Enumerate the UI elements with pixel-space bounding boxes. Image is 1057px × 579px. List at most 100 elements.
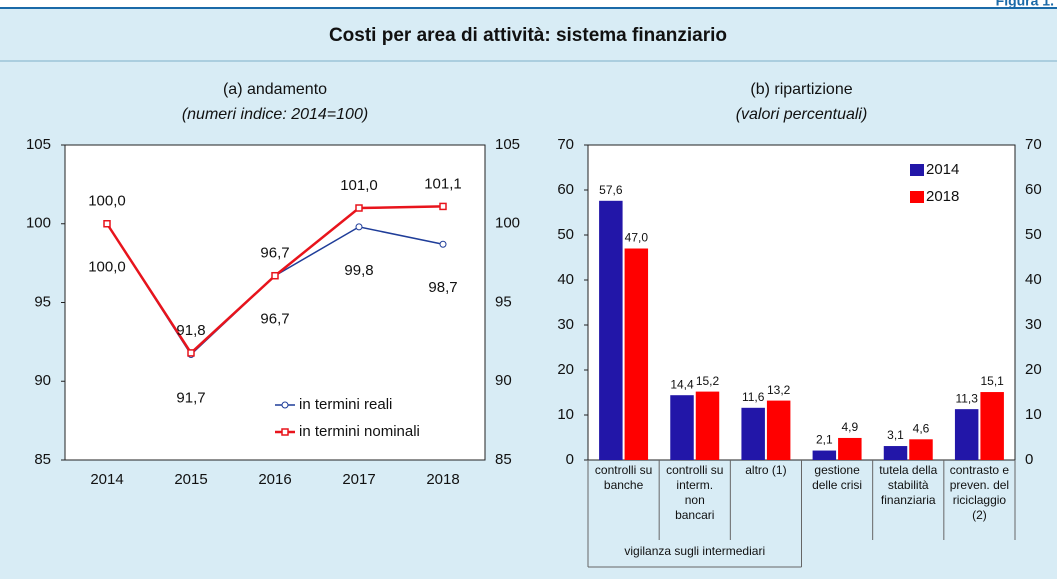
point [271,271,279,280]
y2-tick-label: 85 [495,451,512,468]
data-label: 2,1 [816,433,833,447]
bar [624,248,649,460]
y2-tick-label: 40 [1025,271,1042,288]
data-label: 91,8 [176,322,205,339]
y-tick-label: 40 [557,271,574,288]
chart-title: (a) andamento [223,81,327,98]
group-label: vigilanza sugli intermediari [624,544,765,558]
data-label: 3,1 [887,428,904,442]
data-label: 101,0 [340,177,378,194]
point [355,223,363,231]
data-label: 13,2 [767,383,791,397]
point [187,349,195,357]
y-tick-label: 50 [557,226,574,243]
y-tick-label: 70 [557,136,574,153]
data-label: 98,7 [428,279,457,296]
bar [838,437,862,460]
bar [909,439,933,460]
x-tick-label: finanziaria [881,493,936,507]
bar [980,392,1004,460]
y-tick-label: 95 [34,293,51,310]
data-label: 96,7 [260,311,289,328]
y-tick-label: 105 [26,136,51,153]
y-tick-label: 100 [26,215,51,232]
data-label: 11,3 [955,391,978,405]
y2-tick-label: 90 [495,372,512,389]
legend-swatch [910,191,924,203]
x-tick-label: 2014 [90,471,123,488]
legend-label: 2014 [926,161,959,178]
x-tick-label: non [685,493,705,507]
data-label: 101,1 [424,175,462,192]
data-label: 4,9 [841,420,858,434]
bar [812,450,837,460]
x-tick-label: delle crisi [812,478,862,492]
y2-tick-label: 10 [1025,406,1042,423]
figure-title: Costi per area di attività: sistema fina… [329,25,727,46]
y2-tick-label: 95 [495,293,512,310]
y2-tick-label: 105 [495,136,520,153]
chart-subtitle: (numeri indice: 2014=100) [182,106,368,123]
data-label: 57,6 [599,183,623,197]
bar [954,409,979,460]
y2-tick-label: 50 [1025,226,1042,243]
bar [695,391,720,460]
y2-tick-label: 100 [495,215,520,232]
point [355,204,363,212]
x-tick-label: interm. [676,478,713,492]
data-label: 100,0 [88,193,126,210]
x-tick-label: bancari [675,508,714,522]
point [103,220,111,228]
data-label: 15,2 [696,374,720,388]
x-tick-label: gestione [814,463,860,477]
data-label: 14,4 [670,377,694,391]
data-label: 4,6 [913,421,930,435]
chart-title: (b) ripartizione [750,81,852,98]
legend-label: 2018 [926,188,959,205]
x-tick-label: contrasto e [950,463,1010,477]
y2-tick-label: 70 [1025,136,1042,153]
y-tick-label: 30 [557,316,574,333]
y2-tick-label: 0 [1025,451,1033,468]
x-tick-label: 2017 [342,471,375,488]
data-label: 91,7 [176,389,205,406]
x-tick-label: stabilità [888,478,929,492]
x-tick-label: tutela della [879,463,937,477]
data-label: 11,6 [742,390,765,404]
y-tick-label: 60 [557,181,574,198]
y2-tick-label: 20 [1025,361,1042,378]
legend-label: in termini reali [299,396,392,413]
x-tick-label: altro (1) [745,463,786,477]
y2-tick-label: 60 [1025,181,1042,198]
figure-label: Figura 1. [996,0,1054,9]
x-tick-label: banche [604,478,644,492]
legend-marker [281,428,289,436]
y-tick-label: 85 [34,451,51,468]
y-tick-label: 20 [557,361,574,378]
data-label: 99,8 [344,262,373,279]
data-label: 96,7 [260,245,289,262]
x-tick-label: controlli su [666,463,723,477]
bar [883,446,908,460]
bar [766,400,791,460]
y-tick-label: 90 [34,372,51,389]
x-tick-label: 2016 [258,471,291,488]
bar [670,395,694,460]
data-label: 15,1 [980,374,1004,388]
y2-tick-label: 30 [1025,316,1042,333]
x-tick-label: 2018 [426,471,459,488]
point [439,240,447,248]
x-tick-label: (2) [972,508,987,522]
plot-area [587,144,1016,461]
bar [741,407,765,460]
x-tick-label: preven. del [950,478,1009,492]
chart-subtitle: (valori percentuali) [736,106,868,123]
legend-marker [281,401,289,409]
legend-swatch [910,164,924,176]
point [439,202,447,211]
legend-label: in termini nominali [299,423,420,440]
data-label: 100,0 [88,259,126,276]
top-strip [0,0,1057,8]
x-tick-label: 2015 [174,471,207,488]
